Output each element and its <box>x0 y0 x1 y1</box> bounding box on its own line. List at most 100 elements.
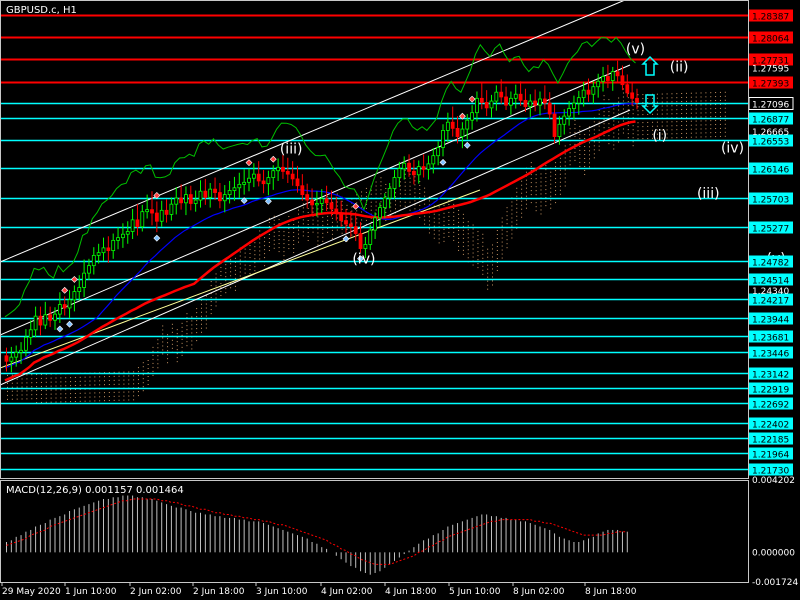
cloud-dot <box>695 112 697 114</box>
cloud-dot <box>176 337 178 339</box>
cloud-dot <box>559 157 561 159</box>
cloud-dot <box>205 311 207 313</box>
cloud-dot <box>346 224 348 226</box>
cloud-dot <box>385 183 387 185</box>
cloud-dot <box>443 216 445 218</box>
candle <box>567 101 571 126</box>
cloud-dot <box>564 161 566 163</box>
candle-body <box>508 97 513 106</box>
cloud-dot <box>719 91 721 93</box>
cloud-dot <box>540 173 542 175</box>
cloud-dot <box>715 104 717 106</box>
candle <box>164 199 169 223</box>
candle <box>557 116 562 145</box>
cloud-dot <box>341 232 343 234</box>
candle <box>271 165 276 190</box>
cloud-dot <box>264 253 266 255</box>
cloud-dot <box>298 237 299 239</box>
cloud-dot <box>399 189 401 191</box>
cloud-dot <box>317 232 319 234</box>
candlestick-series[interactable] <box>4 60 639 373</box>
cloud-dot <box>176 353 178 355</box>
cloud-dot <box>593 153 595 155</box>
cloud-dot <box>99 384 101 386</box>
cloud-dot <box>506 223 508 225</box>
cloud-dot <box>234 273 236 275</box>
candle-body <box>601 76 605 82</box>
cloud-dot <box>89 380 91 382</box>
cloud-dot <box>273 219 275 221</box>
candle <box>227 180 232 204</box>
cloud-dot <box>661 129 663 131</box>
cloud-dot <box>133 375 135 377</box>
cloud-dot <box>215 277 217 279</box>
cloud-dot <box>516 195 518 197</box>
cloud-dot <box>472 264 474 266</box>
cloud-dot <box>79 396 81 398</box>
candle <box>625 74 630 97</box>
cloud-dot <box>438 234 440 236</box>
candle <box>436 141 441 166</box>
candle-body <box>339 212 344 221</box>
cloud-dot <box>521 208 523 210</box>
cloud-dot <box>419 192 421 194</box>
level-tag-text: 1.23446 <box>752 350 789 360</box>
cloud-dot <box>278 239 280 241</box>
cloud-dot <box>656 137 658 139</box>
cloud-dot <box>331 201 333 203</box>
cloud-dot <box>84 400 86 402</box>
cloud-dot <box>278 243 280 245</box>
price-axis: 1.283871.280641.277311.273931.270961.268… <box>748 9 794 477</box>
candle-body <box>208 188 213 198</box>
cloud-dot <box>264 257 266 259</box>
cloud-dot <box>724 115 726 117</box>
cloud-dot <box>302 203 304 205</box>
candle <box>28 320 33 345</box>
cloud-dot <box>322 204 324 206</box>
cloud-dot <box>230 275 232 277</box>
cloud-dot <box>521 196 523 198</box>
candle <box>363 236 368 259</box>
candle <box>208 183 213 208</box>
cloud-dot <box>525 195 527 197</box>
cloud-dot <box>472 252 474 254</box>
cloud-dot <box>516 187 518 189</box>
cloud-dot <box>167 342 169 344</box>
level-tag <box>749 255 793 268</box>
cloud-dot <box>598 125 600 127</box>
cloud-dot <box>632 105 634 107</box>
cloud-dot <box>191 328 193 330</box>
cloud-dot <box>424 191 426 193</box>
cloud-dot <box>550 195 552 197</box>
cloud-dot <box>419 188 421 190</box>
cloud-dot <box>608 139 610 141</box>
cloud-dot <box>147 364 149 366</box>
cloud-dot <box>443 204 445 206</box>
cloud-dot <box>302 223 304 225</box>
cloud-dot <box>254 250 256 252</box>
cloud-dot <box>550 187 552 189</box>
cloud-dot <box>273 243 275 245</box>
wave-label: (iii) <box>697 186 720 202</box>
cloud-dot <box>404 177 406 179</box>
cloud-dot <box>676 121 678 123</box>
cloud-dot <box>365 223 367 225</box>
cloud-dot <box>579 145 581 147</box>
cloud-dot <box>108 380 110 382</box>
cloud-dot <box>535 182 537 184</box>
cloud-dot <box>613 144 615 146</box>
chart-frame <box>0 0 749 583</box>
cloud-dot <box>686 128 687 130</box>
cloud-dot <box>642 134 644 136</box>
cloud-dot <box>395 196 396 198</box>
cloud-dot <box>40 393 42 395</box>
cloud-dot <box>118 395 120 397</box>
cloud-dot <box>511 205 513 207</box>
candle <box>188 185 193 211</box>
cloud-dot <box>525 207 527 209</box>
level-tag <box>749 346 793 359</box>
cloud-dot <box>419 180 421 182</box>
cloud-dot <box>108 376 110 378</box>
cloud-dot <box>676 137 678 139</box>
